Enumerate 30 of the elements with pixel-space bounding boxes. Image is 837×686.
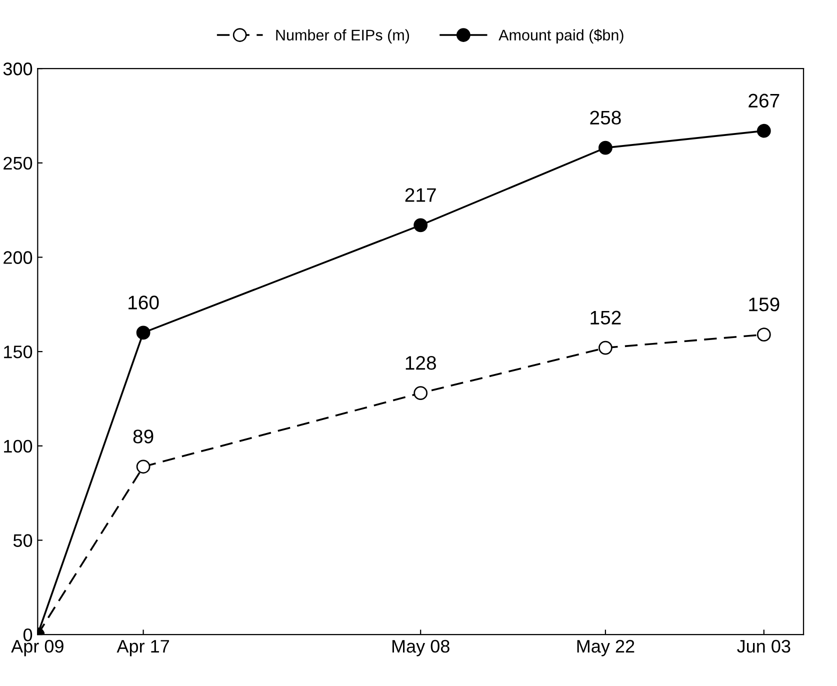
- y-tick-label: 200: [4, 251, 32, 264]
- data-label: 152: [590, 310, 621, 325]
- data-label: 258: [590, 110, 621, 125]
- y-tick-label: 150: [4, 346, 32, 358]
- y-tick-label: 50: [13, 534, 32, 547]
- point: [414, 386, 428, 400]
- x-tick-label: May 08: [392, 640, 450, 656]
- point: [136, 326, 150, 340]
- data-label: 89: [133, 430, 154, 444]
- x-tick-label: May 22: [577, 640, 634, 656]
- point: [136, 460, 150, 474]
- data-label: 267: [748, 94, 780, 108]
- y-tick-label: 100: [4, 440, 32, 453]
- x-tick-label: Jun 03: [737, 640, 790, 653]
- x-tick-label: Apr 09: [11, 640, 64, 656]
- legend-label: Number of EIPs (m): [276, 29, 410, 44]
- point: [756, 328, 771, 342]
- point: [414, 218, 428, 232]
- y-tick-label: 250: [4, 156, 32, 170]
- legend-label: Amount paid ($bn): [498, 29, 624, 44]
- point: [598, 140, 612, 155]
- data-label: 128: [406, 356, 436, 370]
- point: [756, 124, 771, 138]
- y-tick-label: 300: [3, 62, 32, 76]
- point: [598, 340, 612, 355]
- data-label: 217: [405, 188, 436, 202]
- data-label: 160: [128, 296, 159, 310]
- x-tick-label: Apr 17: [116, 640, 169, 656]
- y-tick-label: 0: [23, 628, 32, 642]
- data-label: 159: [749, 298, 780, 312]
